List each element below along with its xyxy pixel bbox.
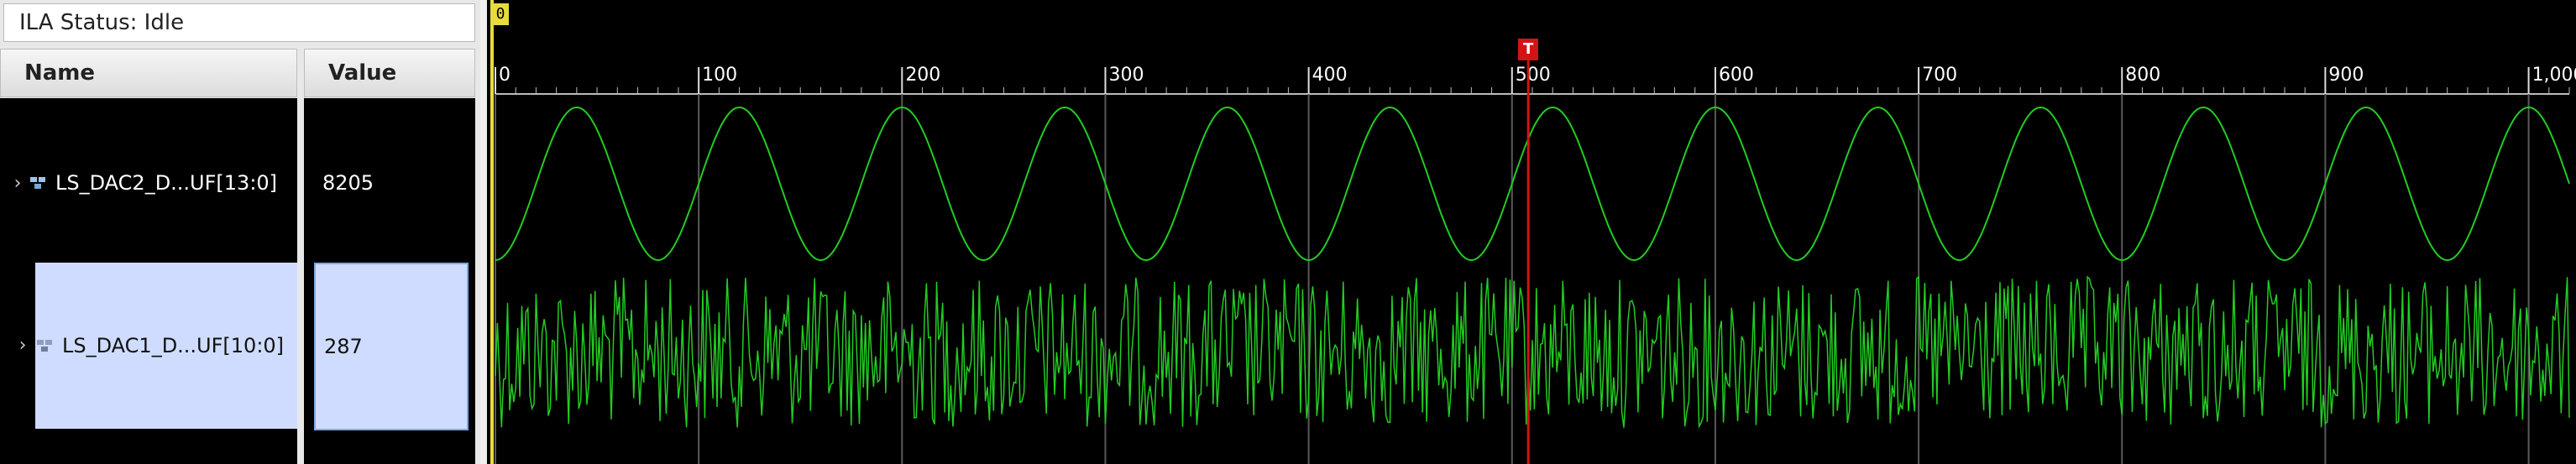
waveform-dac1 <box>495 275 2570 429</box>
tick-label: 900 <box>2328 65 2364 86</box>
signal-name-list: › LS_DAC2_D...UF[13:0] LS_DAC1_D...UF[10… <box>0 98 297 464</box>
signal-value: 8205 <box>322 171 374 195</box>
tick-label: 600 <box>1719 65 1754 86</box>
trigger-marker[interactable]: T <box>1518 39 1539 60</box>
signal-name: LS_DAC2_D...UF[13:0] <box>55 171 278 195</box>
waveform-dac2 <box>495 106 2570 262</box>
signal-value-list: 8205 287 <box>304 98 475 464</box>
expand-chevron-icon[interactable]: › <box>13 172 22 194</box>
waveform-canvas[interactable]: 0 100 200 300 400 500 600 700 800 900 1,000 <box>487 0 2576 464</box>
signal-value: 287 <box>314 263 469 430</box>
bus-icon <box>30 177 45 189</box>
value-column-header[interactable]: Value <box>304 49 475 97</box>
signal-row-dac2[interactable]: › LS_DAC2_D...UF[13:0] <box>0 149 297 216</box>
tick-label: 400 <box>1312 65 1348 86</box>
waveform-view[interactable]: 0 100 200 300 400 500 600 700 800 900 1,000 <box>487 0 2576 464</box>
tick-label: 200 <box>905 65 940 86</box>
tick-label: 500 <box>1516 65 1551 86</box>
tick-label: 1,000 <box>2532 65 2576 86</box>
tick-label: 100 <box>702 65 737 86</box>
signal-name: LS_DAC1_D...UF[10:0] <box>62 334 285 357</box>
bus-icon <box>37 340 52 352</box>
signal-row-dac1[interactable]: LS_DAC1_D...UF[10:0] <box>35 263 297 429</box>
origin-marker[interactable]: 0 <box>492 3 509 25</box>
panel-splitter[interactable] <box>480 0 487 464</box>
tick-label: 300 <box>1108 65 1144 86</box>
tick-label: 0 <box>499 65 510 86</box>
tick-label: 800 <box>2125 65 2160 86</box>
name-column-header[interactable]: Name <box>0 49 297 97</box>
ila-status: ILA Status: Idle <box>3 3 475 42</box>
tick-label: 700 <box>1922 65 1957 86</box>
expand-chevron-icon[interactable]: › <box>18 335 27 356</box>
